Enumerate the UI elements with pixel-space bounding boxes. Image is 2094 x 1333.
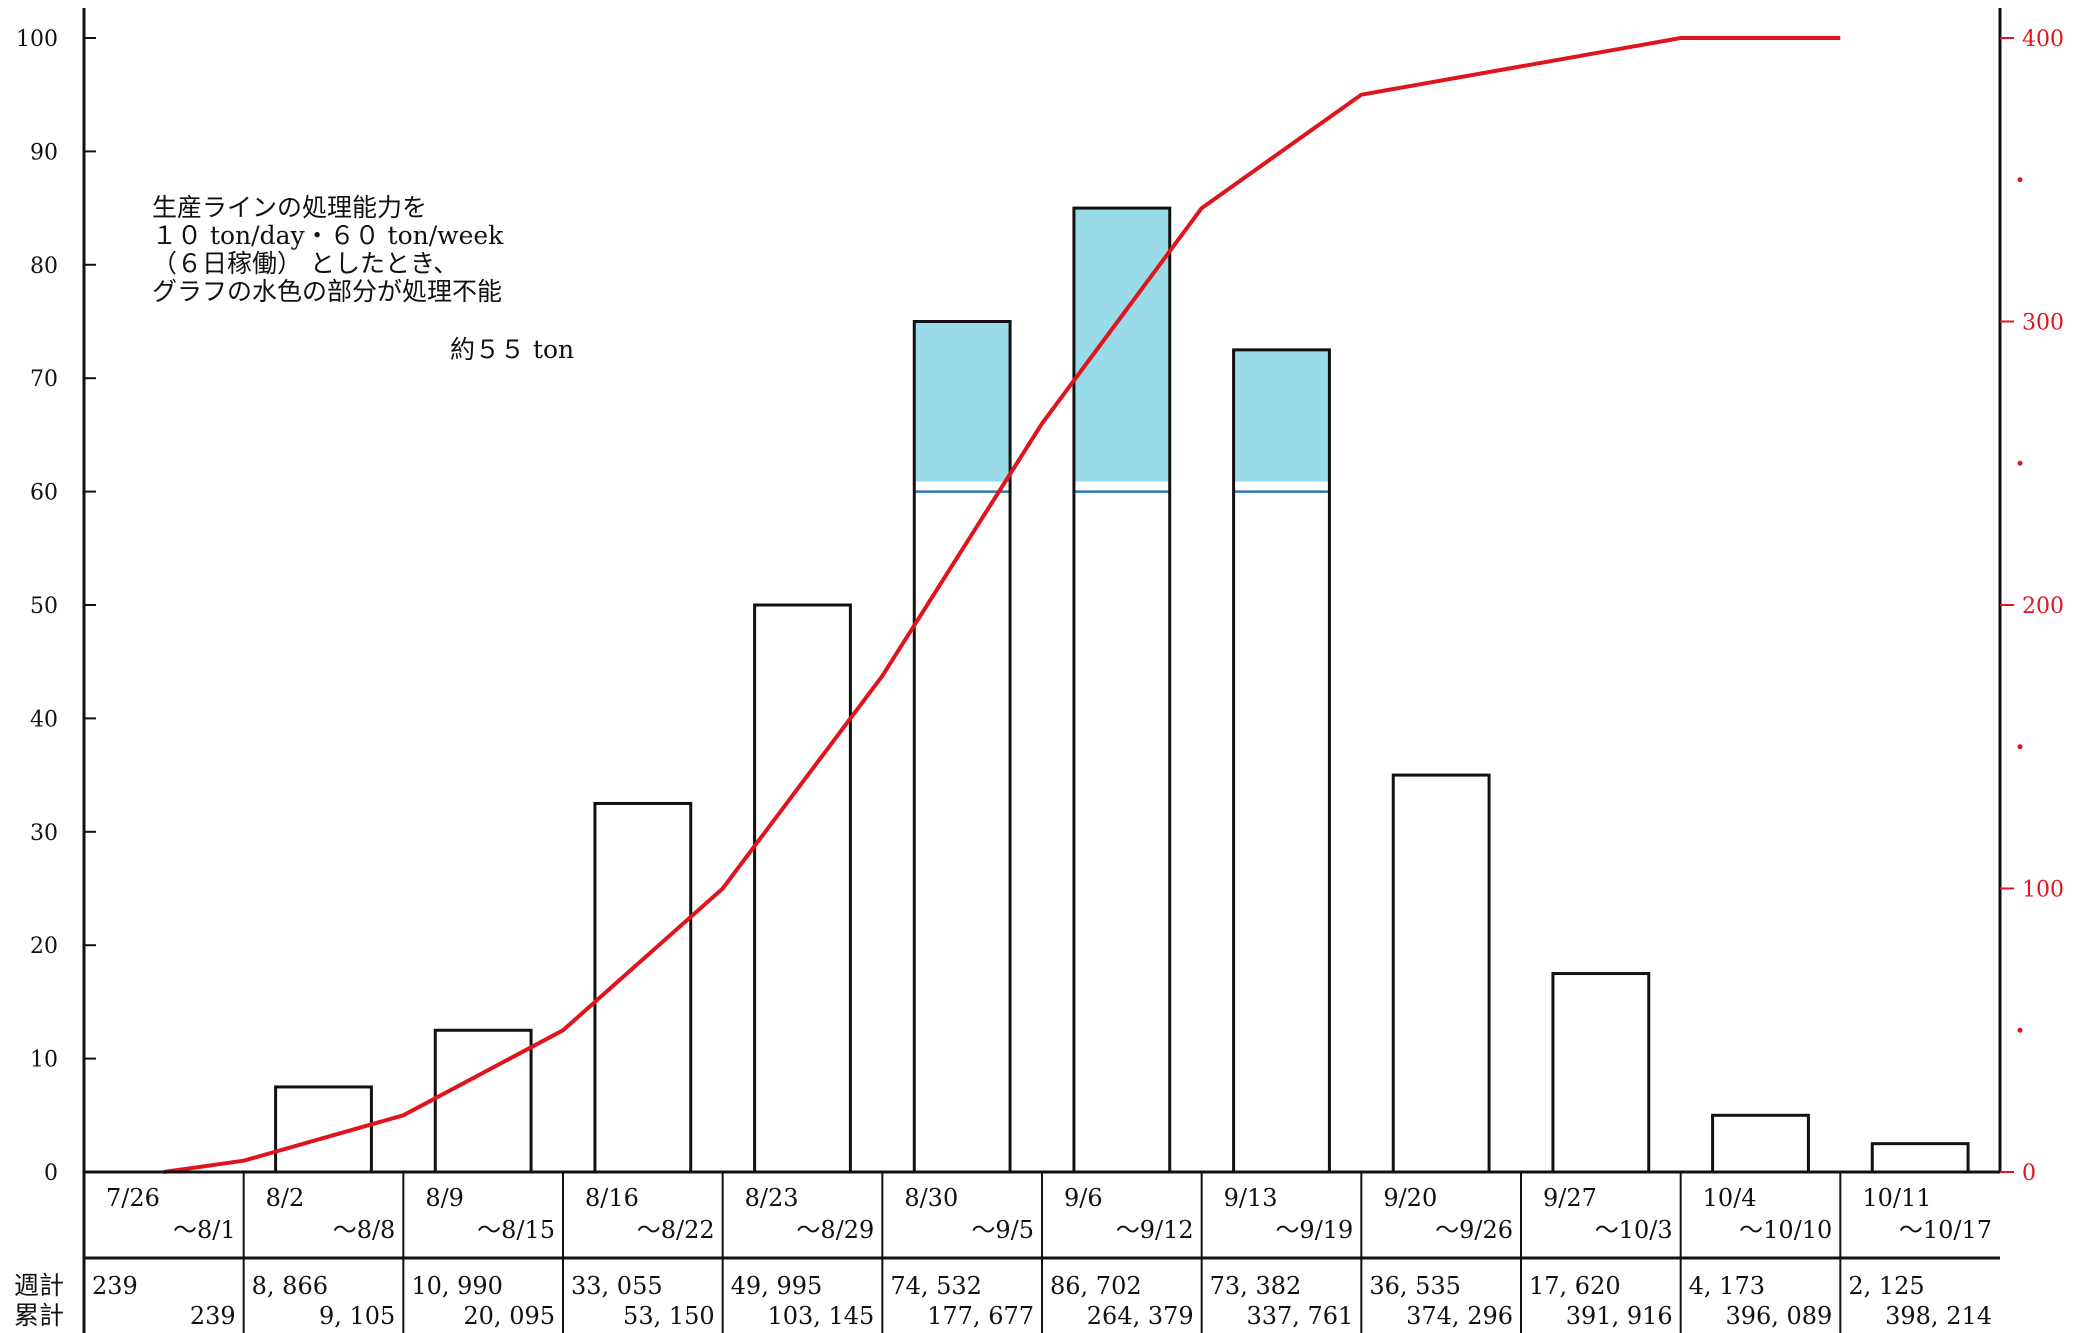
cumulative-total: 177, 677: [927, 1302, 1034, 1330]
weekly-total: 2, 125: [1848, 1272, 1924, 1300]
annotation-line-4: グラフの水色の部分が処理不能: [152, 277, 502, 306]
week-end-label: ～9/5: [971, 1216, 1034, 1244]
row-label-weekly: 週計: [14, 1271, 64, 1300]
week-start-label: 8/2: [266, 1184, 305, 1212]
row-label-cumulative: 累計: [14, 1301, 64, 1330]
week-end-label: ～8/8: [333, 1216, 396, 1244]
left-tick-label: 40: [30, 707, 58, 732]
left-tick-label: 60: [30, 481, 58, 506]
right-tick-label: 0: [2022, 1161, 2036, 1186]
weekly-total: 239: [92, 1272, 138, 1300]
weekly-total: 17, 620: [1529, 1272, 1621, 1300]
weekly-total: 10, 990: [411, 1272, 503, 1300]
right-minor-tick: [2017, 460, 2023, 466]
week-start-label: 9/27: [1543, 1184, 1597, 1212]
week-start-label: 9/13: [1224, 1184, 1278, 1212]
weekly-total: 49, 995: [731, 1272, 823, 1300]
right-tick-label: 400: [2022, 27, 2064, 52]
week-start-label: 7/26: [106, 1184, 160, 1212]
left-tick-label: 90: [30, 140, 58, 165]
right-minor-tick: [2017, 1027, 2023, 1033]
cumulative-total: 9, 105: [319, 1302, 395, 1330]
right-tick-label: 200: [2022, 594, 2064, 619]
right-minor-tick: [2017, 177, 2023, 183]
week-start-label: 10/11: [1862, 1184, 1931, 1212]
cumulative-total: 264, 379: [1087, 1302, 1194, 1330]
week-start-label: 8/23: [745, 1184, 799, 1212]
cumulative-total: 53, 150: [623, 1302, 715, 1330]
cumulative-total: 103, 145: [767, 1302, 874, 1330]
week-end-label: ～10/10: [1739, 1216, 1832, 1244]
left-tick-label: 50: [30, 594, 58, 619]
week-end-label: ～10/3: [1595, 1216, 1673, 1244]
weekly-total: 8, 866: [252, 1272, 328, 1300]
excess-segment: [1073, 208, 1170, 482]
week-start-label: 8/30: [904, 1184, 958, 1212]
week-end-label: ～9/19: [1275, 1216, 1353, 1244]
left-tick-label: 30: [30, 821, 58, 846]
cumulative-total: 374, 296: [1406, 1302, 1513, 1330]
week-end-label: ～10/17: [1899, 1216, 1992, 1244]
weekly-total: 4, 173: [1689, 1272, 1765, 1300]
cumulative-line: [163, 36, 1841, 1174]
annotation: 生産ラインの処理能力を １０ ton/day・６０ ton/week （６日稼働…: [152, 193, 574, 364]
bar: [1870, 1142, 1970, 1174]
left-tick-label: 100: [16, 27, 58, 52]
weekly-total: 36, 535: [1369, 1272, 1461, 1300]
week-end-label: ～9/26: [1435, 1216, 1513, 1244]
annotation-line-1: 生産ラインの処理能力を: [152, 193, 427, 222]
bar: [1551, 972, 1651, 1174]
right-tick-label: 100: [2022, 878, 2064, 903]
cumulative-total: 391, 916: [1566, 1302, 1673, 1330]
left-tick-label: 80: [30, 254, 58, 279]
week-end-label: ～8/15: [477, 1216, 555, 1244]
bar: [1711, 1113, 1810, 1174]
weekly-total: 86, 702: [1050, 1272, 1142, 1300]
cumulative-polyline: [163, 36, 1841, 1174]
left-tick-label: 70: [30, 367, 58, 392]
bar: [1391, 773, 1491, 1174]
cumulative-total: 396, 089: [1725, 1302, 1832, 1330]
weekly-total: 73, 382: [1210, 1272, 1302, 1300]
week-start-label: 10/4: [1703, 1184, 1757, 1212]
excess-segment: [1233, 349, 1330, 482]
cumulative-total: 337, 761: [1246, 1302, 1353, 1330]
annotation-amount: 約５５ ton: [450, 335, 574, 364]
annotation-line-3: （６日稼働） としたとき、: [152, 249, 458, 278]
week-start-label: 8/16: [585, 1184, 639, 1212]
week-end-label: ～9/12: [1116, 1216, 1194, 1244]
excess-segment: [914, 321, 1011, 482]
week-start-label: 9/20: [1383, 1184, 1437, 1212]
annotation-line-2: １０ ton/day・６０ ton/week: [152, 221, 504, 250]
weekly-total: 33, 055: [571, 1272, 663, 1300]
week-start-label: 8/9: [425, 1184, 464, 1212]
left-tick-label: 0: [44, 1161, 58, 1186]
cumulative-total: 20, 095: [463, 1302, 555, 1330]
week-end-label: ～8/22: [637, 1216, 715, 1244]
week-end-label: ～8/29: [796, 1216, 874, 1244]
left-tick-label: 10: [30, 1048, 58, 1073]
week-start-label: 9/6: [1064, 1184, 1103, 1212]
cumulative-total: 239: [190, 1302, 236, 1330]
right-minor-tick: [2017, 744, 2023, 750]
bar: [433, 1028, 533, 1174]
left-tick-label: 20: [30, 934, 58, 959]
weekly-total: 74, 532: [890, 1272, 982, 1300]
week-end-label: ～8/1: [173, 1216, 236, 1244]
cumulative-total: 398, 214: [1885, 1302, 1992, 1330]
right-tick-label: 300: [2022, 311, 2064, 336]
bar: [753, 603, 852, 1174]
